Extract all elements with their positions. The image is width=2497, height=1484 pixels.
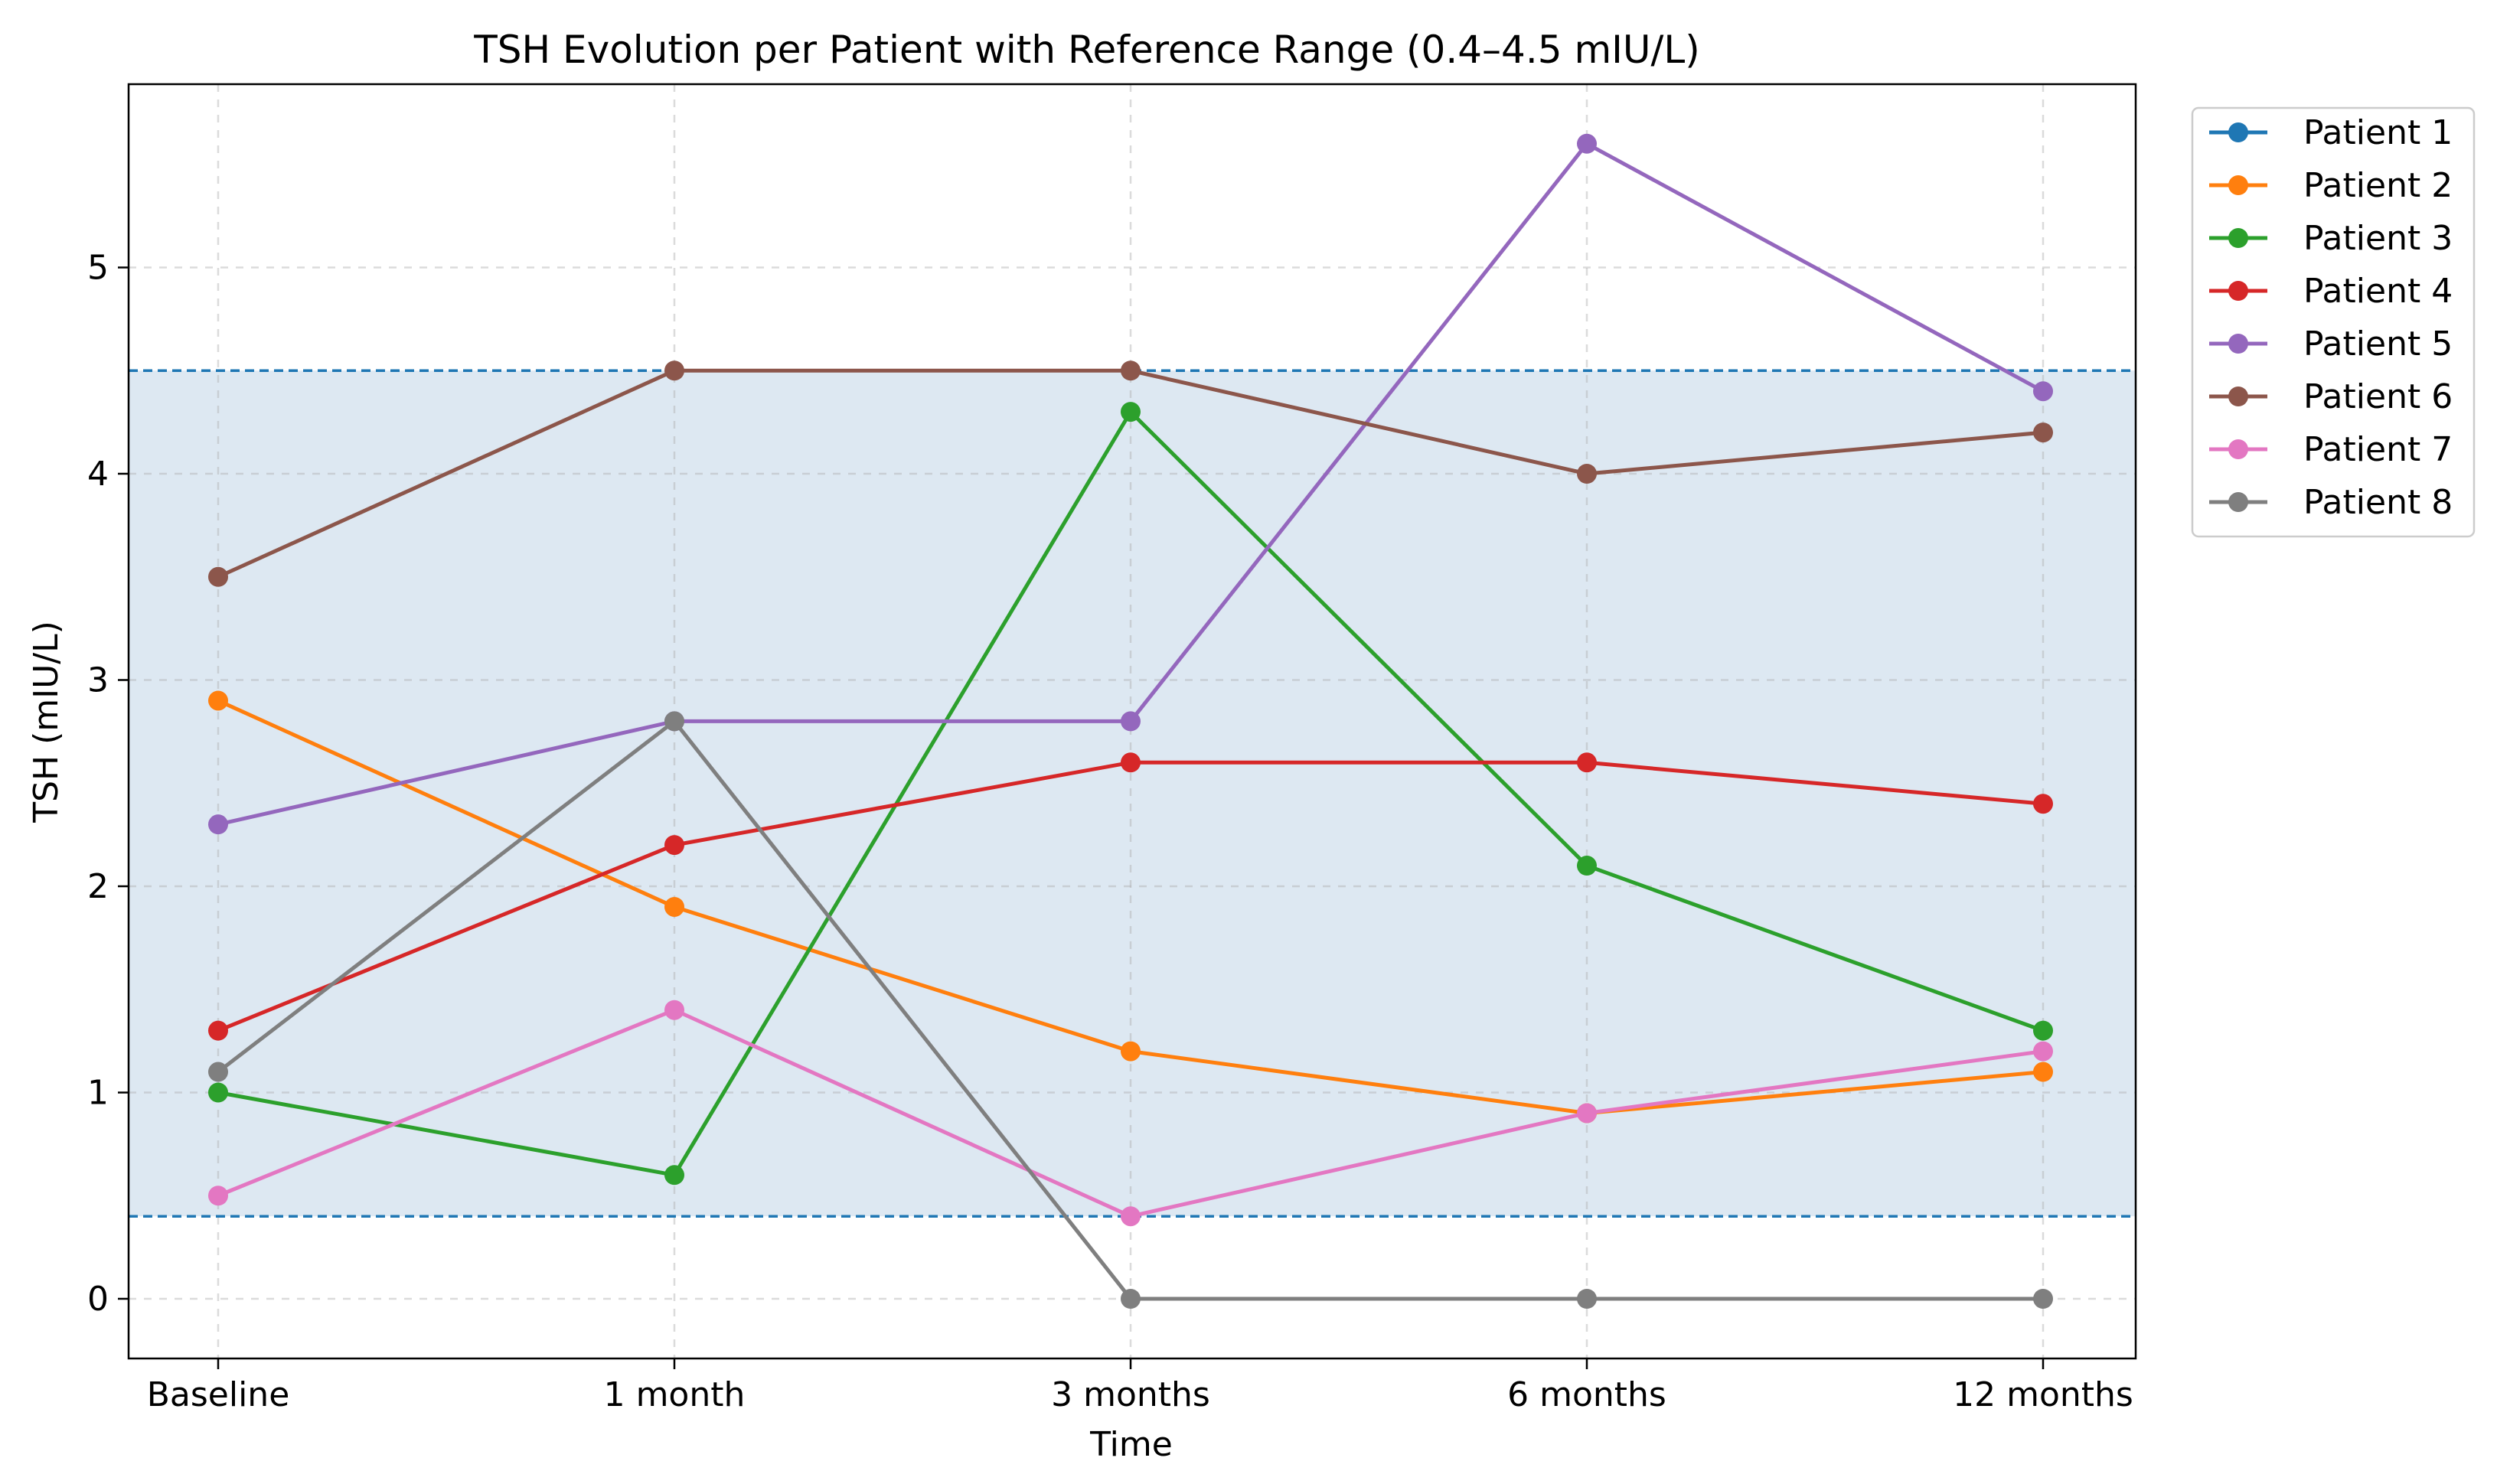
data-point bbox=[1121, 360, 1141, 381]
series-patient-3 bbox=[208, 402, 2053, 1186]
data-point bbox=[664, 1165, 684, 1186]
reference-range-band bbox=[129, 370, 2136, 1217]
series-patient-6 bbox=[208, 360, 2053, 587]
y-tick-label: 4 bbox=[87, 455, 109, 494]
legend-label: Patient 3 bbox=[2303, 219, 2453, 258]
plot-frame bbox=[127, 83, 2137, 1360]
legend-label: Patient 1 bbox=[2303, 113, 2453, 152]
chart-title: TSH Evolution per Patient with Reference… bbox=[473, 28, 1699, 72]
legend-item: Patient 5 bbox=[2209, 325, 2453, 364]
data-point bbox=[1577, 752, 1597, 773]
legend-marker bbox=[2228, 334, 2248, 354]
legend-item: Patient 1 bbox=[2209, 113, 2453, 152]
data-point bbox=[208, 690, 228, 711]
legend-marker bbox=[2228, 175, 2248, 195]
y-axis-label: TSH (mIU/L) bbox=[27, 621, 66, 824]
data-point bbox=[664, 360, 684, 381]
data-point bbox=[208, 1020, 228, 1041]
data-point bbox=[2033, 1020, 2053, 1041]
data-point bbox=[208, 1082, 228, 1103]
data-point bbox=[2033, 422, 2053, 443]
legend-item: Patient 3 bbox=[2209, 219, 2453, 258]
data-point bbox=[1577, 464, 1597, 484]
x-tick-label: 6 months bbox=[1507, 1375, 1666, 1414]
data-point bbox=[2033, 1041, 2053, 1062]
legend-marker bbox=[2228, 386, 2248, 406]
legend-item: Patient 4 bbox=[2209, 272, 2453, 311]
data-point bbox=[664, 711, 684, 732]
data-point bbox=[208, 566, 228, 587]
x-tick-label: 12 months bbox=[1953, 1375, 2133, 1414]
x-tick-label: 1 month bbox=[604, 1375, 746, 1414]
legend-item: Patient 6 bbox=[2209, 377, 2453, 416]
legend-marker bbox=[2228, 439, 2248, 459]
legend-label: Patient 4 bbox=[2303, 272, 2453, 311]
data-point bbox=[1577, 1103, 1597, 1124]
legend-marker bbox=[2228, 492, 2248, 512]
data-point bbox=[208, 814, 228, 835]
legend-label: Patient 2 bbox=[2303, 166, 2453, 205]
legend-marker bbox=[2228, 122, 2248, 142]
data-point bbox=[1577, 1289, 1597, 1309]
data-point bbox=[2033, 794, 2053, 814]
legend-marker bbox=[2228, 228, 2248, 248]
data-point bbox=[2033, 381, 2053, 402]
legend-label: Patient 7 bbox=[2303, 430, 2453, 469]
data-point bbox=[1121, 1289, 1141, 1309]
y-tick-label: 3 bbox=[87, 661, 109, 700]
y-tick-label: 2 bbox=[87, 867, 109, 906]
legend-item: Patient 8 bbox=[2209, 483, 2453, 522]
y-tick-label: 0 bbox=[87, 1280, 109, 1319]
y-tick-label: 1 bbox=[87, 1074, 109, 1113]
series-patient-4 bbox=[208, 752, 2053, 1041]
legend-label: Patient 8 bbox=[2303, 483, 2453, 522]
x-tick-label: Baseline bbox=[147, 1375, 290, 1414]
series-patient-7 bbox=[208, 1000, 2053, 1227]
data-point bbox=[1577, 133, 1597, 154]
data-point bbox=[664, 896, 684, 917]
series-patient-8 bbox=[208, 711, 2053, 1309]
data-point bbox=[664, 1000, 684, 1020]
data-point bbox=[208, 1062, 228, 1082]
legend-box bbox=[2191, 106, 2476, 538]
x-tick-label: 3 months bbox=[1051, 1375, 1210, 1414]
data-point bbox=[1121, 711, 1141, 732]
data-point bbox=[664, 835, 684, 856]
data-point bbox=[1121, 1041, 1141, 1062]
legend-item: Patient 7 bbox=[2209, 430, 2453, 469]
data-point bbox=[2033, 1062, 2053, 1082]
legend-label: Patient 6 bbox=[2303, 377, 2453, 416]
data-point bbox=[1577, 856, 1597, 876]
legend-marker bbox=[2228, 281, 2248, 301]
data-point bbox=[1121, 1206, 1141, 1227]
data-point bbox=[2033, 1289, 2053, 1309]
legend-label: Patient 5 bbox=[2303, 325, 2453, 364]
data-point bbox=[208, 1186, 228, 1206]
plot-area: 0 1 2 3 4 5 Baseline 1 month 3 months 6 months 12 … bbox=[87, 83, 2137, 1414]
data-point bbox=[1121, 402, 1141, 422]
data-point bbox=[1121, 752, 1141, 773]
legend-item: Patient 2 bbox=[2209, 166, 2453, 205]
y-tick-label: 5 bbox=[87, 249, 109, 288]
x-axis-label: Time bbox=[1089, 1425, 1173, 1464]
legend: Patient 1 Patient 2 Patient 3 Patient 4 Pati… bbox=[2191, 106, 2476, 538]
